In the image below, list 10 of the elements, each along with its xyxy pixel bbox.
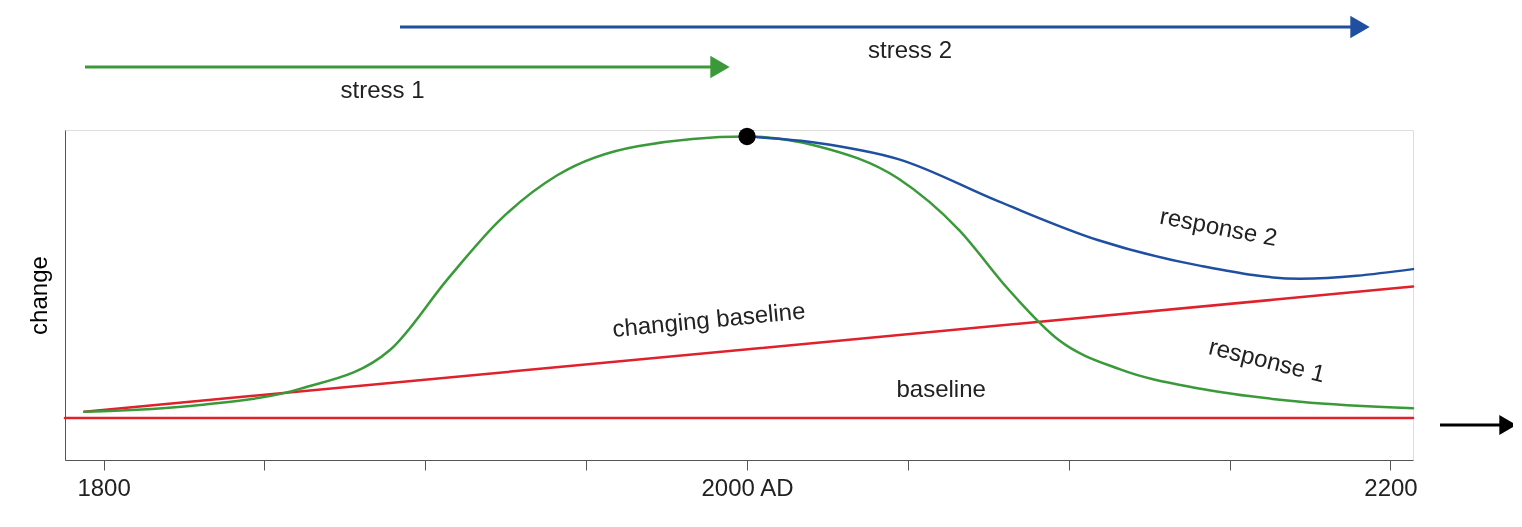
text: stress 1 — [340, 76, 425, 103]
y-axis-title: change — [24, 256, 52, 335]
x-tick-label: 2000 AD — [701, 473, 794, 501]
x-tick-label: 1800 — [77, 473, 131, 501]
text: changing baseline — [611, 296, 807, 343]
text: response 1 — [1206, 332, 1328, 388]
series-label: baseline — [896, 374, 986, 402]
x-tick-label: 2200 — [1364, 473, 1418, 501]
text: response 2 — [1157, 201, 1280, 252]
text: stress 2 — [867, 36, 953, 63]
